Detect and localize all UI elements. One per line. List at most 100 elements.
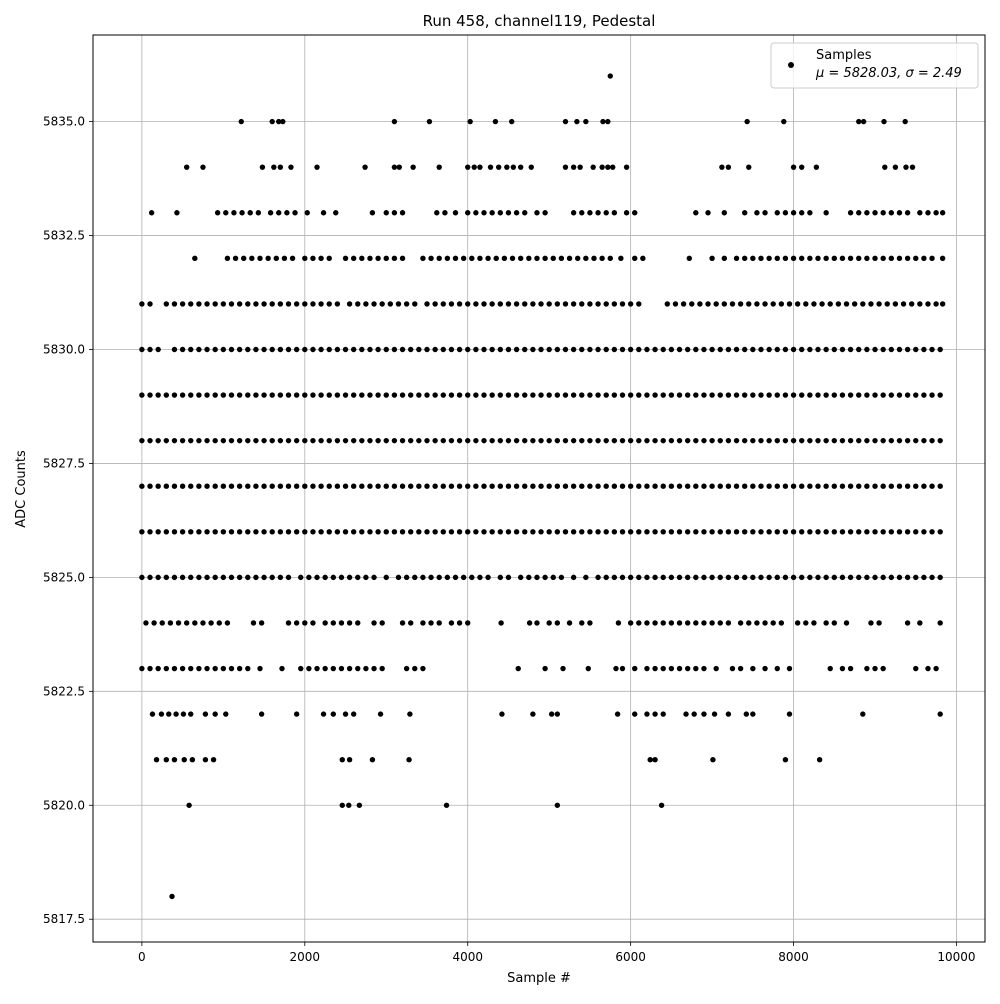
y-tick-label: 5832.5 <box>43 229 85 243</box>
data-point <box>412 665 418 672</box>
data-point <box>888 392 895 398</box>
data-point <box>619 665 626 672</box>
data-point <box>744 118 750 125</box>
data-point <box>250 620 257 626</box>
data-point <box>212 529 218 535</box>
data-point <box>627 483 634 489</box>
data-point <box>487 164 494 170</box>
data-point <box>717 574 723 581</box>
data-point <box>269 118 275 125</box>
data-point <box>481 210 487 216</box>
data-point <box>750 255 756 262</box>
data-point <box>249 255 255 262</box>
data-point <box>766 346 772 353</box>
data-point <box>155 437 161 444</box>
data-point <box>196 483 202 489</box>
data-point <box>847 346 854 353</box>
data-point <box>497 529 504 535</box>
data-point <box>220 437 227 444</box>
data-point <box>399 529 406 535</box>
data-point <box>864 346 870 353</box>
data-point <box>510 164 517 170</box>
data-point <box>189 756 196 763</box>
data-point <box>212 574 218 581</box>
data-point <box>815 483 821 489</box>
data-point <box>231 210 237 216</box>
data-point <box>554 802 561 808</box>
data-point <box>171 437 178 444</box>
data-point <box>171 483 178 489</box>
data-point <box>921 392 927 398</box>
data-point <box>570 210 577 216</box>
data-point <box>868 301 874 307</box>
data-point <box>350 392 357 398</box>
data-point <box>781 118 787 125</box>
data-point <box>306 574 312 581</box>
data-point <box>265 255 271 262</box>
data-point <box>603 574 609 581</box>
data-point <box>880 392 886 398</box>
data-point <box>807 255 813 262</box>
data-point <box>884 301 890 307</box>
data-point <box>562 118 569 125</box>
data-point <box>888 255 895 262</box>
data-point <box>239 210 245 216</box>
data-point <box>253 301 259 307</box>
data-point <box>367 483 373 489</box>
data-point <box>627 437 634 444</box>
data-point <box>188 574 194 581</box>
data-point <box>660 483 666 489</box>
data-point <box>835 301 842 307</box>
data-point <box>888 437 895 444</box>
data-point <box>420 255 426 262</box>
data-point <box>750 437 756 444</box>
data-point <box>147 483 153 489</box>
data-point <box>383 574 389 581</box>
data-point <box>538 392 544 398</box>
data-point <box>473 346 479 353</box>
data-point <box>424 437 430 444</box>
data-point <box>469 574 475 581</box>
data-point <box>318 437 324 444</box>
data-point <box>579 437 585 444</box>
data-point <box>399 210 406 216</box>
data-point <box>774 255 780 262</box>
data-point <box>939 255 946 262</box>
data-point <box>733 392 740 398</box>
data-point <box>379 301 385 307</box>
data-point <box>224 255 231 262</box>
data-point <box>603 346 609 353</box>
data-point <box>220 574 227 581</box>
data-point <box>652 346 658 353</box>
data-point <box>664 301 670 307</box>
data-point <box>408 529 414 535</box>
chart-title: Run 458, channel119, Pedestal <box>423 12 656 30</box>
data-point <box>725 164 732 170</box>
data-point <box>284 210 290 216</box>
data-point <box>492 118 499 125</box>
data-point <box>505 483 512 489</box>
data-point <box>534 210 540 216</box>
data-point <box>904 574 911 581</box>
data-point <box>542 665 548 672</box>
data-point <box>489 346 495 353</box>
data-point <box>611 346 618 353</box>
legend: Samples μ = 5828.03, σ = 2.49 <box>770 42 979 89</box>
data-point <box>289 255 296 262</box>
data-point <box>220 346 227 353</box>
data-point <box>285 346 292 353</box>
data-point <box>827 301 833 307</box>
y-tick-label: 5825.0 <box>43 570 85 584</box>
data-point <box>356 802 363 808</box>
data-point <box>766 392 772 398</box>
data-point <box>786 301 793 307</box>
data-point <box>158 711 165 717</box>
data-point <box>467 118 473 125</box>
data-point <box>644 574 650 581</box>
data-point <box>558 574 565 581</box>
data-point <box>179 483 186 489</box>
data-point <box>171 529 178 535</box>
data-point <box>481 529 487 535</box>
data-point <box>807 483 813 489</box>
legend-marker <box>788 62 794 68</box>
